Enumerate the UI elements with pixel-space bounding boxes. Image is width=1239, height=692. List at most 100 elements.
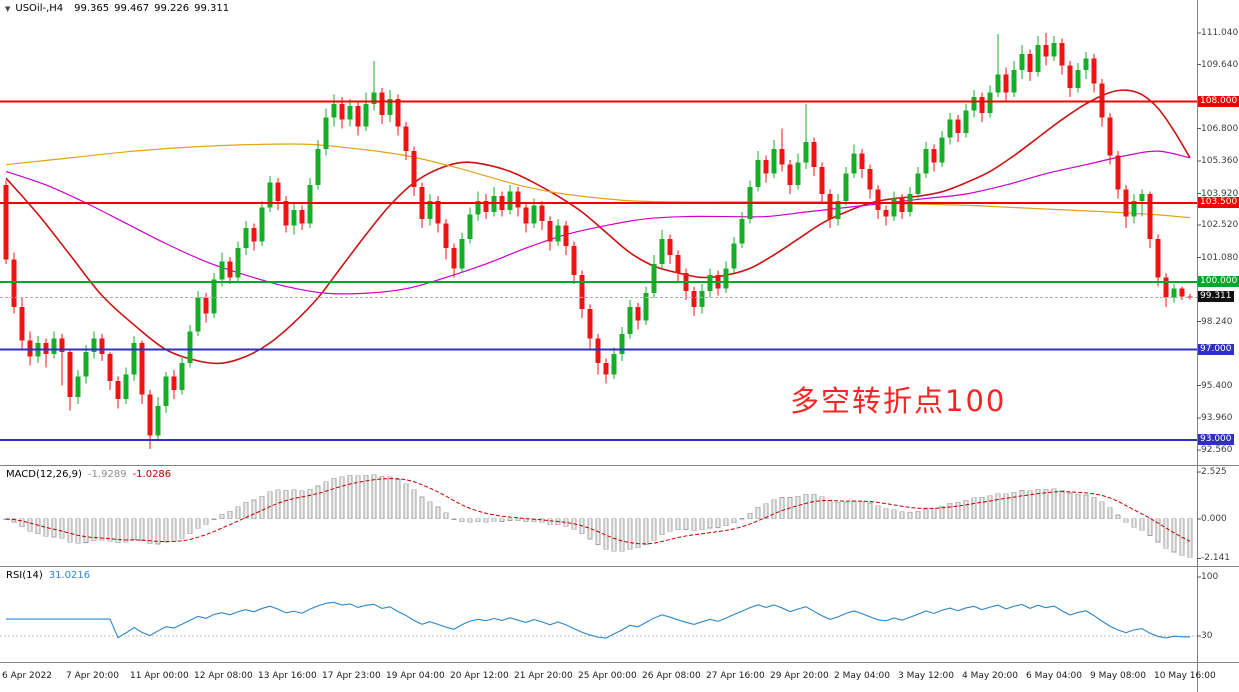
symbol-timeframe-label: USOil-,H4 [15, 3, 64, 14]
candle-body [955, 119, 961, 134]
candle-body [1035, 45, 1041, 73]
macd-histogram-bar [1011, 491, 1017, 520]
close-value: 99.311 [194, 3, 230, 14]
candle-body [275, 182, 281, 201]
candle-body [315, 148, 321, 185]
macd-histogram-bar [731, 518, 737, 523]
macd-axis-label: 0.000 [1201, 513, 1227, 524]
candle-body [403, 126, 409, 152]
macd-histogram-bar [1115, 514, 1121, 520]
macd-histogram-bar [1171, 518, 1177, 553]
candle-body [339, 103, 345, 120]
macd-histogram-bar [955, 502, 961, 520]
macd-histogram-bar [795, 495, 801, 520]
candle-body [1011, 69, 1017, 93]
macd-histogram-bar [443, 512, 449, 520]
macd-histogram-bar [1147, 518, 1153, 536]
high-value: 99.467 [114, 3, 150, 14]
time-axis-label: 3 May 12:00 [898, 671, 954, 681]
time-axis-label: 10 May 16:00 [1154, 671, 1216, 681]
macd-histogram-bar [291, 489, 297, 520]
open-value: 99.365 [74, 3, 110, 14]
candle-body [755, 160, 761, 188]
macd-histogram-bar [1003, 493, 1009, 520]
macd-histogram-bar [1099, 501, 1105, 520]
candle-body [355, 106, 361, 127]
candle-body [155, 406, 161, 436]
macd-histogram-bar [483, 518, 489, 523]
candle-body [643, 293, 649, 321]
macd-histogram-bar [427, 501, 433, 520]
macd-histogram-bar [475, 518, 481, 523]
macd-histogram-bar [715, 518, 721, 528]
macd-histogram-bar [883, 508, 889, 520]
time-axis-label: 25 Apr 00:00 [578, 671, 637, 681]
time-axis-label: 6 Apr 2022 [2, 671, 52, 681]
macd-histogram-bar [899, 511, 905, 520]
candle-body [1179, 288, 1185, 297]
candle-body [1043, 45, 1049, 57]
candle-body [987, 92, 993, 113]
candle-body [1107, 117, 1113, 156]
macd-histogram-bar [643, 518, 649, 546]
macd-histogram-bar [27, 518, 33, 532]
candle-body [1163, 277, 1169, 298]
macd-histogram-bar [35, 518, 41, 534]
time-axis-label: 21 Apr 20:00 [514, 671, 573, 681]
macd-histogram-bar [115, 518, 121, 544]
candle-body [539, 205, 545, 222]
candle-body [283, 200, 289, 226]
collapse-arrow-icon[interactable]: ▼ [5, 4, 11, 13]
candle-body [331, 103, 337, 118]
candle-body [779, 148, 785, 165]
macd-histogram-bar [523, 518, 529, 523]
macd-histogram-bar [19, 518, 25, 527]
macd-histogram-bar [619, 518, 625, 552]
macd-histogram-bar [739, 518, 745, 520]
price-axis-label: 106.800 [1201, 123, 1239, 134]
macd-histogram-bar [1123, 518, 1129, 523]
candle-body [307, 184, 313, 224]
macd-histogram-bar [123, 518, 129, 543]
macd-histogram-bar [747, 512, 753, 520]
macd-histogram-bar [923, 508, 929, 520]
candle-body [427, 200, 433, 219]
candle-body [1131, 200, 1137, 217]
candle-body [179, 363, 185, 391]
candle-body [459, 239, 465, 269]
candle-body [387, 99, 393, 116]
macd-histogram-bar [683, 518, 689, 530]
candle-body [979, 96, 985, 113]
candle-body [1171, 288, 1177, 298]
time-axis-label: 20 Apr 12:00 [450, 671, 509, 681]
candle-body [299, 209, 305, 224]
macd-histogram-bar [547, 518, 553, 525]
candle-body [971, 96, 977, 111]
ma-orange-line [5, 143, 1191, 219]
candle-body [739, 218, 745, 244]
macd-histogram-bar [635, 518, 641, 549]
candle-body [555, 225, 561, 242]
macd-histogram-bar [259, 495, 265, 520]
macd-axis-label: -2.141 [1201, 553, 1231, 564]
macd-histogram-bar [219, 513, 225, 520]
macd-histogram-bar [227, 510, 233, 520]
candle-body [659, 239, 665, 264]
candle-body [675, 254, 681, 273]
price-axis-label: 109.640 [1201, 59, 1239, 70]
candle-body [563, 225, 569, 246]
macd-histogram-bar [579, 518, 585, 535]
time-axis-label: 19 Apr 04:00 [386, 671, 445, 681]
macd-histogram-bar [803, 493, 809, 520]
candle-body [267, 182, 273, 208]
macd-histogram-bar [1091, 497, 1097, 520]
candle-body [43, 342, 49, 355]
candle-body [371, 92, 377, 104]
candle-body [235, 248, 241, 278]
macd-histogram-bar [459, 518, 465, 523]
time-axis-label: 9 May 08:00 [1090, 671, 1146, 681]
price-level-label: 103.500 [1198, 197, 1239, 208]
macd-histogram-bar [195, 518, 201, 529]
price-axis-label: 95.400 [1201, 380, 1233, 391]
